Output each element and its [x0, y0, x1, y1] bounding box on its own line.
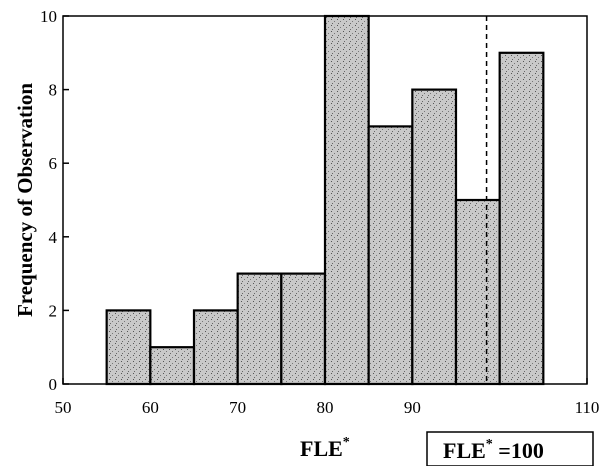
x-tick-label-6: 110 — [575, 398, 600, 417]
y-tick-label-2: 4 — [49, 228, 58, 247]
x-tick-label-2: 70 — [229, 398, 246, 417]
annotation-box-frame — [426, 431, 594, 466]
bar-3 — [236, 272, 283, 386]
x-axis-label: FLE* — [300, 435, 350, 461]
x-axis-label-superscript: * — [343, 435, 350, 450]
annotation-superscript: * — [486, 437, 493, 452]
annotation-text: FLE* =100 — [443, 437, 544, 463]
annotation-box: FLE* =100 — [426, 431, 594, 466]
bar-7 — [411, 88, 458, 386]
bar-1 — [149, 346, 196, 386]
bar-9 — [498, 51, 545, 386]
bars — [105, 14, 545, 386]
x-axis-ticks: 50 60 70 80 90 110 — [55, 378, 600, 417]
bar-8 — [454, 198, 501, 386]
bar-2 — [192, 309, 239, 386]
x-tick-label-1: 60 — [142, 398, 159, 417]
bar-0 — [105, 309, 152, 386]
bar-5 — [323, 14, 370, 386]
y-tick-label-3: 6 — [49, 154, 58, 173]
x-axis-label-text: FLE — [300, 436, 343, 461]
x-tick-label-4: 90 — [404, 398, 421, 417]
y-tick-label-5: 10 — [40, 7, 57, 26]
y-tick-label-0: 0 — [49, 375, 58, 394]
y-axis-ticks: 0 2 4 6 8 10 — [40, 7, 69, 394]
x-tick-label-0: 50 — [55, 398, 72, 417]
y-tick-label-4: 8 — [49, 81, 58, 100]
y-axis-label: Frequency of Observation — [13, 83, 37, 317]
annotation-label: FLE — [443, 438, 486, 463]
bar-6 — [367, 125, 414, 386]
annotation-suffix: =100 — [493, 438, 544, 463]
bar-4 — [280, 272, 327, 386]
x-tick-label-3: 80 — [317, 398, 334, 417]
y-tick-label-1: 2 — [49, 301, 58, 320]
